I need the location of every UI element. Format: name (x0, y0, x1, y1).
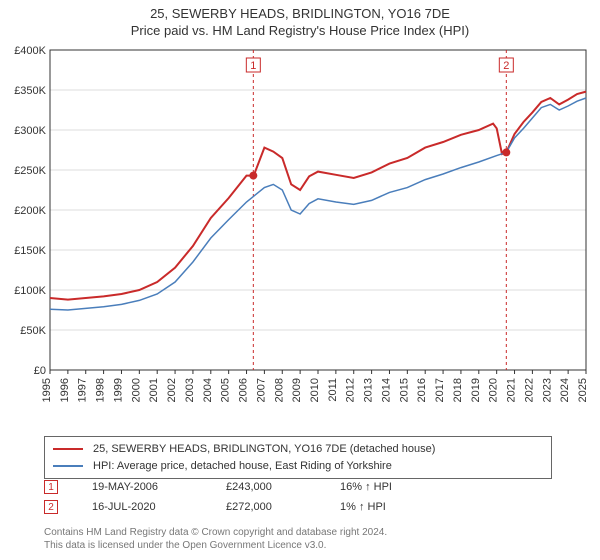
sale-badge: 1 (44, 480, 58, 494)
svg-text:1998: 1998 (95, 378, 107, 402)
svg-text:2020: 2020 (488, 378, 500, 402)
svg-text:2019: 2019 (470, 378, 482, 402)
svg-text:1999: 1999 (112, 378, 124, 402)
plot-area: 1 2 £0 £50K £100K £150K £200K £250K £300K £350K £… (8, 44, 592, 428)
svg-text:2007: 2007 (255, 378, 267, 402)
svg-text:2011: 2011 (327, 378, 339, 402)
sale-date: 19-MAY-2006 (92, 481, 192, 493)
svg-text:£50K: £50K (20, 325, 46, 337)
svg-text:2005: 2005 (220, 378, 232, 402)
legend-swatch-hpi (53, 465, 83, 467)
svg-text:2010: 2010 (309, 378, 321, 402)
svg-text:£250K: £250K (14, 165, 46, 177)
svg-text:2016: 2016 (416, 378, 428, 402)
svg-text:£0: £0 (34, 365, 46, 377)
svg-text:2025: 2025 (577, 378, 589, 402)
svg-text:1997: 1997 (77, 378, 89, 402)
svg-text:2002: 2002 (166, 378, 178, 402)
footer-line1: Contains HM Land Registry data © Crown c… (44, 526, 387, 539)
svg-text:2006: 2006 (238, 378, 250, 402)
svg-text:£200K: £200K (14, 205, 46, 217)
svg-text:2018: 2018 (452, 378, 464, 402)
svg-text:1: 1 (250, 60, 256, 72)
svg-text:2012: 2012 (345, 378, 357, 402)
sale-price: £243,000 (226, 481, 306, 493)
svg-text:£400K: £400K (14, 45, 46, 57)
chart-title: 25, SEWERBY HEADS, BRIDLINGTON, YO16 7DE (0, 6, 600, 21)
sale-hpi-diff: 1% ↑ HPI (340, 501, 440, 513)
footer-line2: This data is licensed under the Open Gov… (44, 539, 387, 552)
svg-text:£350K: £350K (14, 85, 46, 97)
svg-text:2015: 2015 (398, 378, 410, 402)
legend-swatch-property (53, 448, 83, 450)
legend-item-hpi: HPI: Average price, detached house, East… (53, 458, 543, 475)
svg-text:2017: 2017 (434, 378, 446, 402)
svg-text:2000: 2000 (130, 378, 142, 402)
svg-text:2003: 2003 (184, 378, 196, 402)
legend-label-property: 25, SEWERBY HEADS, BRIDLINGTON, YO16 7DE… (93, 441, 435, 458)
svg-text:2009: 2009 (291, 378, 303, 402)
chart-subtitle: Price paid vs. HM Land Registry's House … (0, 23, 600, 38)
svg-text:£150K: £150K (14, 245, 46, 257)
sales-list: 1 19-MAY-2006 £243,000 16% ↑ HPI 2 16-JU… (44, 480, 564, 520)
svg-text:2008: 2008 (273, 378, 285, 402)
svg-text:2013: 2013 (363, 378, 375, 402)
sale-row: 1 19-MAY-2006 £243,000 16% ↑ HPI (44, 480, 564, 494)
sale-date: 16-JUL-2020 (92, 501, 192, 513)
chart-container: 25, SEWERBY HEADS, BRIDLINGTON, YO16 7DE… (0, 0, 600, 560)
sale-badge: 2 (44, 500, 58, 514)
line-chart: 1 2 £0 £50K £100K £150K £200K £250K £300K £350K £… (8, 44, 592, 428)
legend: 25, SEWERBY HEADS, BRIDLINGTON, YO16 7DE… (44, 436, 552, 479)
svg-text:2014: 2014 (380, 378, 392, 402)
legend-label-hpi: HPI: Average price, detached house, East… (93, 458, 392, 475)
svg-text:2023: 2023 (541, 378, 553, 402)
svg-text:1995: 1995 (41, 378, 53, 402)
svg-text:2021: 2021 (506, 378, 518, 402)
svg-text:1996: 1996 (59, 378, 71, 402)
title-block: 25, SEWERBY HEADS, BRIDLINGTON, YO16 7DE… (0, 0, 600, 38)
sale-hpi-diff: 16% ↑ HPI (340, 481, 440, 493)
svg-text:£300K: £300K (14, 125, 46, 137)
sale-row: 2 16-JUL-2020 £272,000 1% ↑ HPI (44, 500, 564, 514)
svg-text:2: 2 (503, 60, 509, 72)
svg-text:2001: 2001 (148, 378, 160, 402)
svg-text:2022: 2022 (523, 378, 535, 402)
sale-price: £272,000 (226, 501, 306, 513)
svg-text:2024: 2024 (559, 378, 571, 402)
svg-text:2004: 2004 (202, 378, 214, 402)
footer: Contains HM Land Registry data © Crown c… (44, 526, 387, 552)
legend-item-property: 25, SEWERBY HEADS, BRIDLINGTON, YO16 7DE… (53, 441, 543, 458)
svg-text:£100K: £100K (14, 285, 46, 297)
